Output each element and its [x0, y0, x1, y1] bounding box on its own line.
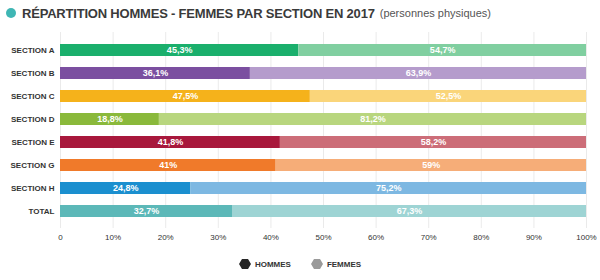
- svg-text:63,9%: 63,9%: [406, 68, 432, 78]
- svg-text:0: 0: [58, 233, 63, 242]
- svg-text:SECTION A: SECTION A: [11, 46, 54, 55]
- svg-text:81,2%: 81,2%: [360, 114, 386, 124]
- svg-text:SECTION G: SECTION G: [10, 161, 54, 170]
- svg-text:SECTION H: SECTION H: [11, 184, 55, 193]
- svg-text:58,2%: 58,2%: [421, 137, 447, 147]
- svg-text:SECTION C: SECTION C: [11, 92, 55, 101]
- html-text:RÉPARTITION HOMMES - FEMMES PA: RÉPARTITION HOMMES - FEMMES PAR SECTION …: [22, 5, 491, 21]
- svg-text:47,5%: 47,5%: [173, 91, 199, 101]
- html-text:HOMMES: HOMMES: [254, 259, 291, 269]
- svg-text:40%: 40%: [263, 233, 279, 242]
- svg-text:41%: 41%: [159, 160, 177, 170]
- svg-text:80%: 80%: [473, 233, 489, 242]
- html-text:FEMMES: FEMMES: [326, 259, 362, 269]
- svg-text:32,7%: 32,7%: [134, 206, 160, 216]
- svg-text:70%: 70%: [421, 233, 437, 242]
- svg-text:90%: 90%: [526, 233, 542, 242]
- svg-text:60%: 60%: [368, 233, 384, 242]
- svg-text:67,3%: 67,3%: [397, 206, 423, 216]
- svg-text:75,2%: 75,2%: [376, 183, 402, 193]
- svg-text:52,5%: 52,5%: [436, 91, 462, 101]
- svg-text:SECTION B: SECTION B: [11, 69, 55, 78]
- svg-text:24,8%: 24,8%: [113, 183, 139, 193]
- svg-text:TOTAL: TOTAL: [29, 207, 55, 216]
- svg-text:10%: 10%: [105, 233, 121, 242]
- svg-text:18,8%: 18,8%: [97, 114, 123, 124]
- svg-text:45,3%: 45,3%: [167, 45, 193, 55]
- svg-text:SECTION E: SECTION E: [11, 138, 55, 147]
- svg-text:50%: 50%: [315, 233, 331, 242]
- svg-text:54,7%: 54,7%: [430, 45, 456, 55]
- svg-text:36,1%: 36,1%: [143, 68, 169, 78]
- svg-text:41,8%: 41,8%: [158, 137, 184, 147]
- svg-text:30%: 30%: [210, 233, 226, 242]
- svg-text:59%: 59%: [422, 160, 440, 170]
- svg-text:20%: 20%: [158, 233, 174, 242]
- svg-text:100%: 100%: [576, 233, 596, 242]
- svg-text:SECTION D: SECTION D: [11, 115, 55, 124]
